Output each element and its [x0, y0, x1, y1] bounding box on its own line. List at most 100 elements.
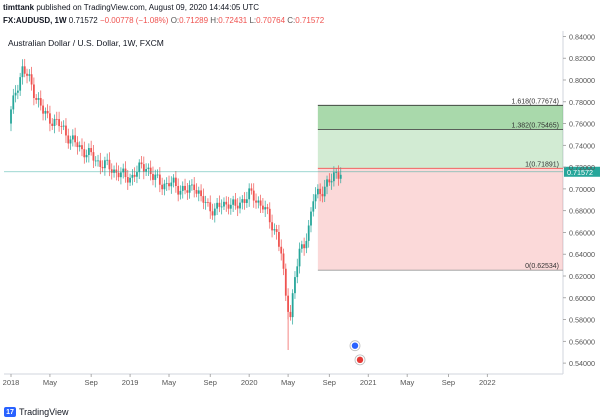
candle-body	[51, 123, 54, 126]
candle-body	[211, 211, 214, 216]
candle-body	[10, 109, 12, 124]
candle-body	[99, 160, 102, 167]
symbol-label: FX:AUDUSD, 1W	[3, 16, 67, 25]
candle-body	[131, 174, 134, 178]
y-tick-label: 0.68000	[569, 207, 595, 216]
symbol-info: FX:AUDUSD, 1W 0.71572 −0.00778 (−1.08%) …	[3, 16, 324, 25]
candle-body	[248, 188, 251, 200]
y-tick-label: 0.70000	[569, 185, 595, 194]
candle-body	[55, 118, 58, 120]
candle-body	[110, 169, 113, 173]
candle-body	[323, 186, 326, 197]
fib-extension-zone	[317, 105, 563, 130]
candle-body	[259, 200, 262, 206]
candle-body	[46, 110, 49, 114]
close-label: C:	[287, 16, 296, 25]
candle-body	[234, 199, 237, 206]
x-tick-label: Sep	[442, 378, 455, 387]
candle-body	[271, 222, 273, 231]
candle-body	[225, 201, 228, 205]
x-tick-label: 2019	[122, 378, 139, 387]
x-tick-label: 2022	[479, 378, 496, 387]
candle-body	[156, 174, 159, 176]
candle-body	[232, 199, 235, 205]
candle-body	[115, 169, 118, 173]
candle-body	[300, 244, 303, 249]
candle-body	[12, 95, 15, 110]
x-tick-label: May	[43, 378, 57, 387]
candle-body	[152, 174, 154, 180]
candle-body	[294, 277, 296, 294]
candle-body	[138, 162, 141, 173]
y-tick-label: 0.76000	[569, 120, 595, 129]
candle-body	[39, 98, 42, 106]
candle-body	[117, 172, 120, 178]
fib-retrace-zone	[317, 168, 563, 271]
candle-body	[154, 174, 157, 180]
y-tick-label: 0.78000	[569, 98, 595, 107]
candle-body	[103, 160, 106, 169]
candle-body	[191, 184, 193, 186]
candle-body	[273, 229, 276, 231]
candle-body	[216, 202, 218, 209]
candle-body	[42, 105, 44, 114]
candle-body	[106, 159, 109, 161]
candle-body	[149, 167, 152, 175]
last-price-badge	[564, 166, 600, 177]
candle-body	[172, 177, 175, 183]
x-tick-label: 2021	[360, 378, 377, 387]
x-tick-label: Sep	[84, 378, 97, 387]
candle-body	[204, 201, 207, 203]
last-value: 0.71572	[68, 16, 98, 25]
candle-body	[65, 125, 67, 136]
candle-body	[328, 179, 331, 183]
candle-body	[197, 190, 200, 194]
chart-title: Australian Dollar / U.S. Dollar, 1W, FXC…	[8, 38, 164, 48]
candle-body	[94, 160, 97, 162]
tradingview-footer[interactable]: 17 TradingView	[4, 407, 69, 417]
candle-body	[255, 200, 257, 203]
y-tick-label: 0.62000	[569, 272, 595, 281]
candle-body	[227, 204, 230, 209]
close-value: 0.71572	[295, 16, 325, 25]
candle-body	[268, 208, 271, 223]
y-tick-label: 0.66000	[569, 228, 595, 237]
candle-body	[142, 164, 145, 172]
candle-body	[213, 208, 216, 216]
candle-body	[145, 169, 148, 172]
event-flag-dot	[351, 342, 359, 349]
y-tick-label: 0.60000	[569, 294, 595, 303]
candle-body	[140, 162, 143, 165]
y-tick-label: 0.64000	[569, 250, 595, 259]
y-tick-label: 0.82000	[569, 54, 595, 63]
fib-level-label: 0(0.62534)	[525, 263, 559, 270]
publisher-name[interactable]: timttank	[3, 3, 35, 12]
candle-body	[69, 139, 72, 144]
candle-body	[305, 240, 308, 249]
candle-body	[330, 181, 333, 183]
candle-body	[92, 152, 95, 161]
candle-body	[239, 202, 241, 209]
candle-body	[186, 190, 189, 193]
candle-body	[58, 119, 60, 127]
candle-body	[30, 74, 33, 85]
candle-body	[37, 98, 40, 100]
candle-body	[67, 135, 70, 144]
candle-body	[21, 66, 24, 78]
candle-body	[71, 135, 74, 140]
publish-info: timttank published on TradingView.com, A…	[3, 3, 259, 12]
candle-body	[26, 73, 28, 76]
candle-body	[163, 183, 166, 190]
candle-body	[298, 248, 301, 267]
candle-body	[314, 194, 317, 202]
candle-body	[245, 199, 248, 203]
y-tick-label: 0.74000	[569, 141, 595, 150]
candle-body	[207, 201, 209, 203]
high-value: 0.72431	[218, 16, 248, 25]
candle-body	[177, 185, 180, 195]
candle-body	[257, 200, 260, 203]
candle-body	[223, 201, 225, 207]
candle-body	[124, 168, 127, 178]
candle-body	[23, 66, 26, 74]
